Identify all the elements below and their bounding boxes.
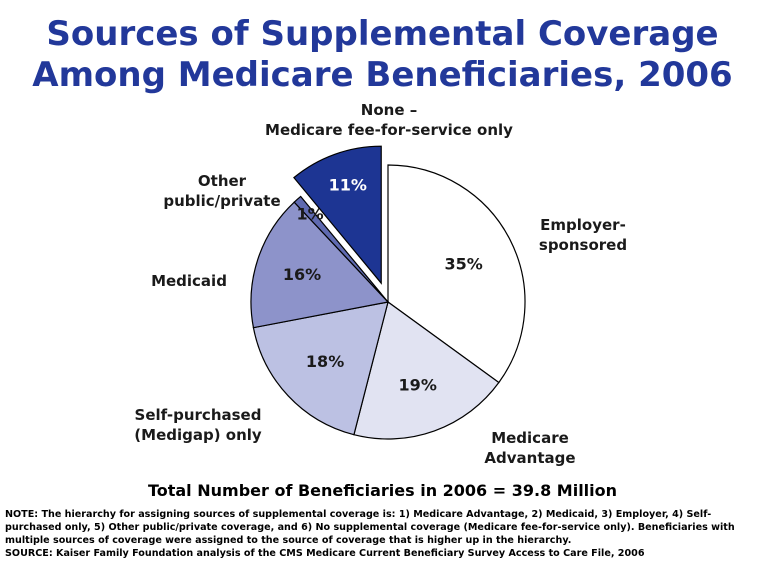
pie-slice-4: [250, 201, 390, 329]
footnotes: NOTE: The hierarchy for assigning source…: [5, 508, 760, 560]
slice-category-label: Self-purchased (Medigap) only: [134, 406, 262, 444]
pie-slice-6: [293, 145, 382, 285]
pie-slice-1: [387, 164, 526, 384]
slice-category-label: Medicare Advantage: [484, 429, 575, 467]
slice-value-label: 18%: [306, 352, 344, 371]
slice-value-label: 1%: [296, 205, 323, 224]
chart-title: Sources of Supplemental Coverage Among M…: [0, 14, 765, 96]
source-text: SOURCE: Kaiser Family Foundation analysi…: [5, 548, 645, 559]
pie-slice-3: [252, 301, 389, 436]
pie-slice-2: [353, 300, 500, 440]
slice-category-label: Medicaid: [151, 272, 227, 290]
slice-value-label: 11%: [329, 175, 367, 194]
total-beneficiaries: Total Number of Beneficiaries in 2006 = …: [147, 481, 618, 500]
chart-title-line-1: Sources of Supplemental Coverage: [46, 14, 719, 54]
slice-category-label: None – Medicare fee-for-service only: [265, 101, 513, 139]
slice-value-label: 16%: [283, 265, 321, 284]
chart-title-line-2: Among Medicare Beneficiaries, 2006: [32, 55, 733, 95]
note-text: NOTE: The hierarchy for assigning source…: [5, 509, 735, 546]
slice-category-label: Employer-sponsored: [539, 216, 627, 254]
pie-chart: 35% Employer-sponsored 19% Medicare Advantag…: [134, 101, 627, 467]
slice-category-label: Other public/private: [163, 172, 280, 210]
slice-value-label: 19%: [399, 375, 437, 394]
pie-slice-5: [293, 195, 389, 303]
slice-value-label: 35%: [445, 254, 483, 273]
